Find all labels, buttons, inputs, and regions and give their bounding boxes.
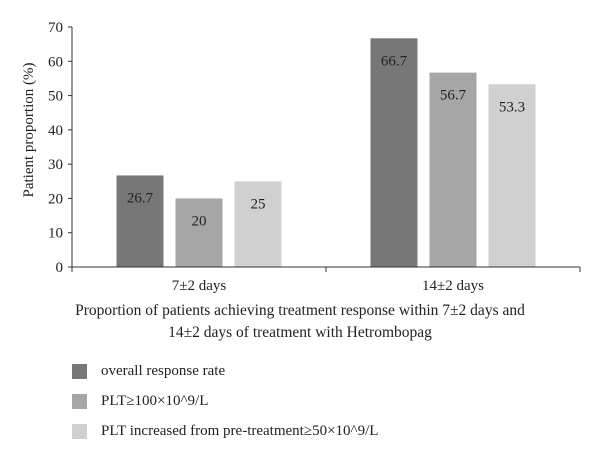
legend-label: overall response rate <box>101 362 226 379</box>
bar-chart: Patient proportion (%) 0 10 20 30 40 50 60 70 2… <box>21 20 581 294</box>
legend-item-plt-100: PLT≥100×10^9/L <box>72 386 378 416</box>
y-tick-label: 0 <box>56 260 64 276</box>
bar <box>370 38 418 267</box>
legend-label: PLT≥100×10^9/L <box>101 392 209 409</box>
y-tick-label: 60 <box>48 54 63 70</box>
legend-label: PLT increased from pre-treatment≥50×10^9… <box>101 422 379 439</box>
x-axis-caption-line-2: 14±2 days of treatment with Hetrombopag <box>168 324 432 341</box>
y-tick-label: 40 <box>48 123 63 139</box>
legend: overall response rate PLT≥100×10^9/L PLT… <box>72 356 378 446</box>
y-tick-label: 50 <box>48 89 63 105</box>
bar-value-label: 66.7 <box>381 53 408 69</box>
y-tick-label: 10 <box>48 226 63 242</box>
x-axis-caption: Proportion of patients achieving treatme… <box>0 300 600 344</box>
legend-swatch <box>72 393 87 409</box>
legend-item-plt-increase: PLT increased from pre-treatment≥50×10^9… <box>72 416 378 446</box>
bar <box>116 175 164 267</box>
y-tick-label: 70 <box>48 20 63 36</box>
bar <box>429 72 477 267</box>
bar-value-label: 56.7 <box>440 88 467 104</box>
legend-swatch <box>72 363 87 379</box>
x-category-label: 14±2 days <box>422 278 484 294</box>
x-axis-caption-line-1: Proportion of patients achieving treatme… <box>75 302 525 319</box>
y-axis: 0 10 20 30 40 50 60 70 <box>48 20 73 276</box>
y-tick-label: 20 <box>48 191 63 207</box>
y-axis-label: Patient proportion (%) <box>21 63 37 198</box>
legend-item-overall-response: overall response rate <box>72 356 378 386</box>
x-category-label: 7±2 days <box>172 278 227 294</box>
bar-value-label: 26.7 <box>127 190 154 206</box>
bars: 26.7 20 25 66.7 56.7 53.3 <box>116 38 536 267</box>
bar <box>488 84 536 267</box>
x-axis: 7±2 days 14±2 days <box>71 266 581 294</box>
legend-swatch <box>72 423 87 439</box>
bar <box>175 198 223 267</box>
bar-value-label: 25 <box>251 196 266 212</box>
bar <box>234 181 282 267</box>
bar-value-label: 20 <box>192 213 207 229</box>
bar-value-label: 53.3 <box>499 99 525 115</box>
y-tick-label: 30 <box>48 157 63 173</box>
